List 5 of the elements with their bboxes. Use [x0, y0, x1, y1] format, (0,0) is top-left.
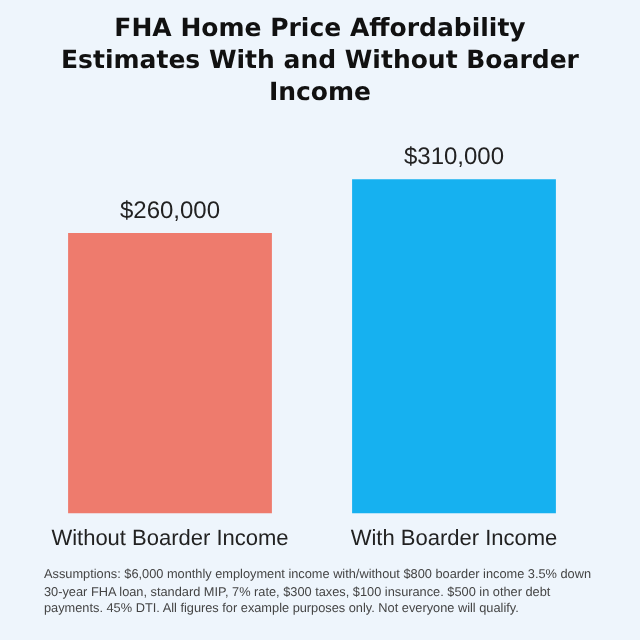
x-tick-label: With Boarder Income: [350, 526, 558, 551]
chart-title: FHA Home Price Affordability Estimates With and Without Boarder Income: [60, 12, 580, 108]
data-label: $310,000: [403, 141, 505, 170]
x-tick-label: Without Boarder Income: [51, 526, 289, 551]
data-label: $260,000: [119, 195, 221, 224]
